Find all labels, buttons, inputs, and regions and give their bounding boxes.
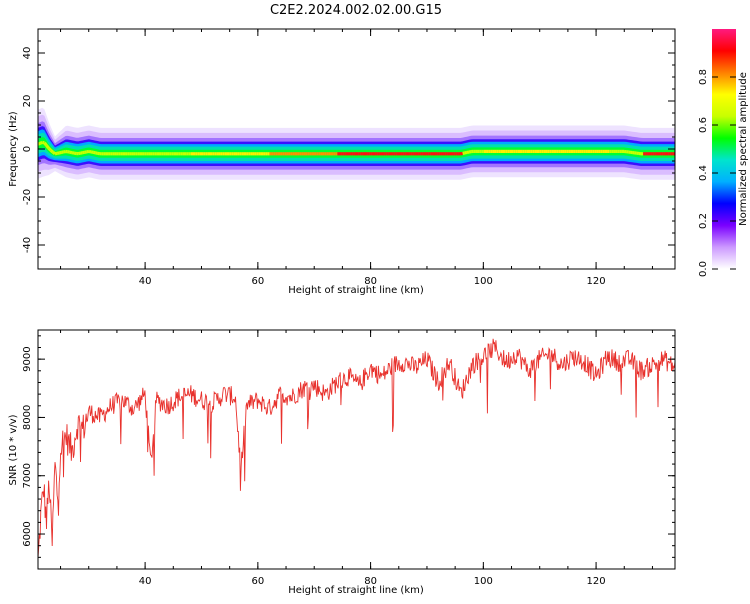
snr-x-tick-label: 60 (251, 576, 264, 587)
spectrogram-y-tick-label: 0 (22, 146, 33, 152)
snr-x-tick-label: 100 (474, 576, 493, 587)
snr-line-area (38, 339, 675, 558)
snr-y-tick-label: 9000 (22, 346, 33, 371)
colorbar-tick-label: 0.6 (698, 117, 709, 133)
colorbar-tick-label: 0.8 (698, 69, 709, 85)
spectrogram-y-tick-label: -20 (22, 189, 33, 205)
snr-y-tick-label: 8000 (22, 405, 33, 430)
snr-y-tick-label: 7000 (22, 463, 33, 488)
snr-x-tick-label: 120 (587, 576, 606, 587)
spectrogram-ridge-segment (53, 152, 55, 154)
spectrogram-x-tick-label: 60 (251, 276, 264, 287)
snr-y-axis-label: SNR (10 * v/v) (8, 414, 19, 485)
spectrogram-y-tick-label: -40 (22, 237, 33, 253)
spectrogram-ridge-segment (51, 150, 53, 152)
snr-frame (38, 330, 675, 569)
snr-x-axis-label: Height of straight line (km) (288, 585, 424, 596)
figure-title: C2E2.2024.002.02.00.G15 (270, 3, 442, 18)
spectrogram-x-axis-label: Height of straight line (km) (288, 285, 424, 296)
colorbar-gradient (712, 29, 736, 269)
spectrogram-heatmap (38, 108, 675, 180)
colorbar-tick-label: 0.0 (698, 261, 709, 277)
colorbar: 0.0 0.2 0.4 0.6 0.8 Normalized spectral ampl… (698, 29, 749, 277)
snr-x-tick-label: 40 (139, 576, 152, 587)
spectrogram-ridge-segment (44, 143, 46, 146)
colorbar-label: Normalized spectral amplitude (738, 72, 749, 226)
spectrogram-y-axis-label: Frequency (Hz) (8, 111, 19, 187)
spectrogram-x-tick-label: 100 (474, 276, 493, 287)
spectrogram-x-tick-label: 120 (587, 276, 606, 287)
snr-y-tick-label: 6000 (22, 521, 33, 546)
spectrogram-y-tick-label: 40 (22, 47, 33, 60)
spectrogram-ridge-segment (49, 148, 51, 150)
spectrogram-y-tick-label: 20 (22, 95, 33, 108)
colorbar-tick-label: 0.2 (698, 213, 709, 229)
spectrogram-x-tick-label: 40 (139, 276, 152, 287)
spectrogram-ridge-segment (46, 145, 48, 148)
spectrogram-ridge-segment (40, 142, 42, 143)
colorbar-tick-label: 0.4 (698, 165, 709, 181)
snr-series-line (38, 339, 675, 558)
